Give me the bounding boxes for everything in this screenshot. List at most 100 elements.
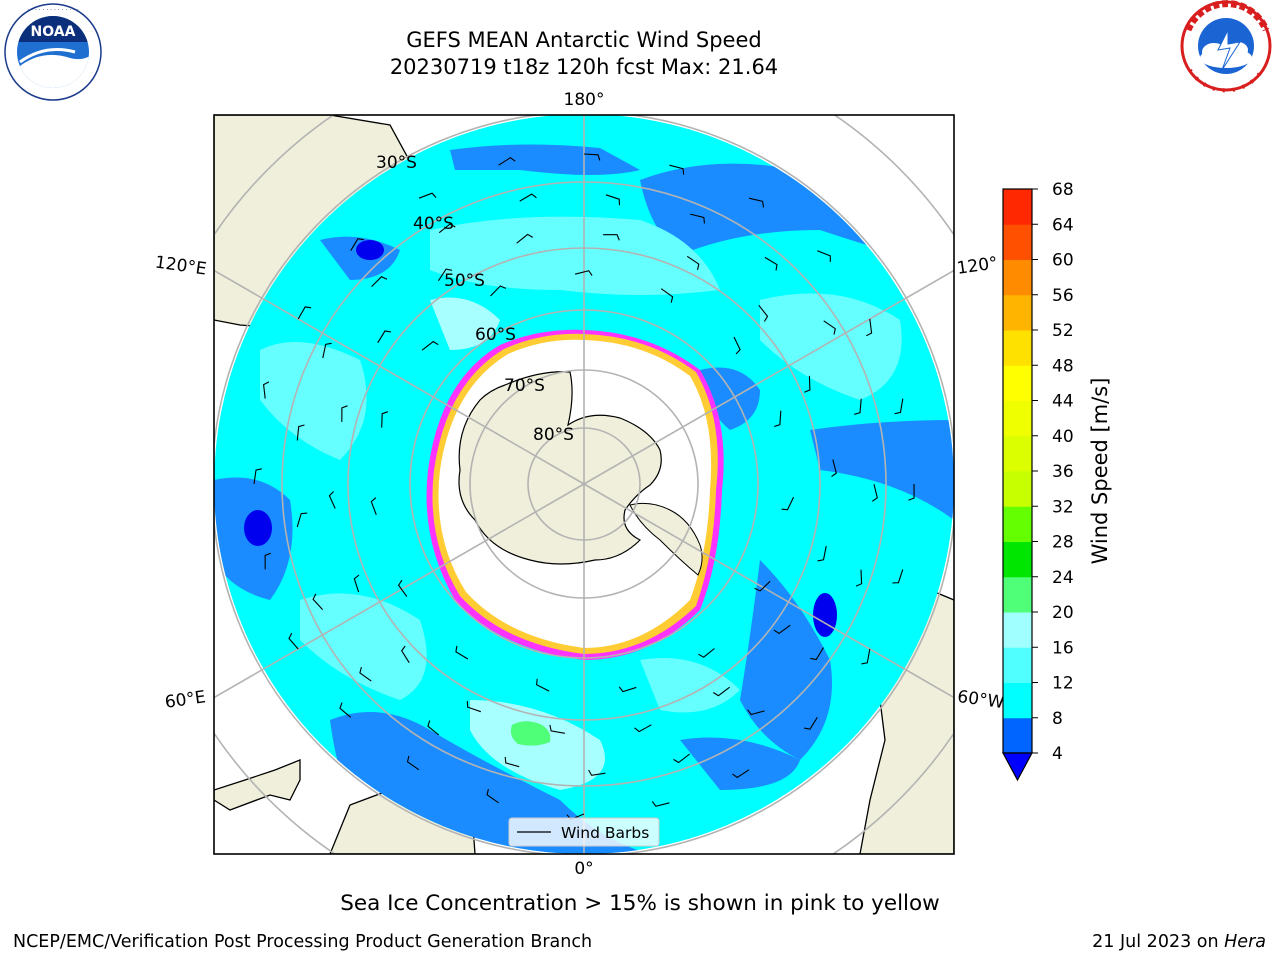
wind-barb [583, 153, 601, 161]
colorbar-tick-label: 52 [1052, 321, 1074, 341]
wind-barbs [253, 153, 915, 820]
lat-label: 30°S [376, 153, 417, 173]
colorbar-tick-label: 68 [1052, 180, 1074, 200]
colorbar-tick-label: 8 [1052, 709, 1063, 729]
nws-logo [1180, 0, 1272, 93]
lat-label: 40°S [413, 214, 454, 234]
wind-barb [817, 545, 827, 562]
wind-barb [536, 678, 550, 692]
footer-date-text: 21 Jul 2023 on [1092, 932, 1225, 952]
wind-barb [418, 192, 437, 199]
wind-barb [669, 164, 685, 175]
colorbar-tick-label: 32 [1052, 497, 1074, 517]
wind-barb [339, 702, 352, 718]
colorbar-segment [1003, 471, 1032, 507]
wind-barb [588, 769, 606, 776]
wind-barb [831, 459, 837, 478]
wind-barb [341, 405, 348, 422]
noaa-logo: NOAA · · · · · · · · · · · · · · [4, 3, 102, 101]
latitude-labels: 30°S 40°S 50°S 60°S 70°S 80°S [376, 153, 574, 445]
wind-barb [747, 709, 765, 716]
wind-barb [774, 410, 782, 428]
footer-machine: Hera [1224, 932, 1266, 952]
wind-barb [866, 318, 873, 337]
colorbar-segment [1003, 647, 1032, 683]
wind-barb [781, 496, 795, 511]
wind-barb [328, 491, 336, 509]
wind-barb [406, 755, 420, 771]
colorbar-title: Wind Speed [m/s] [1088, 378, 1112, 565]
footer-date: 21 Jul 2023 on Hera [1092, 932, 1266, 952]
wind-barb [427, 720, 440, 736]
colorbar-tick-label: 20 [1052, 603, 1074, 623]
wind-barb [359, 666, 372, 682]
wind-barb [764, 256, 778, 271]
wind-barb [381, 411, 389, 428]
colorbar-segment [1003, 400, 1032, 437]
wind-barb [574, 270, 593, 276]
wind-barb [803, 717, 818, 730]
wind-barb [618, 686, 637, 693]
colorbar-tick-label: 60 [1052, 251, 1074, 271]
wind-barb [713, 686, 730, 697]
colorbar-segment [1003, 576, 1032, 613]
wind-barb [603, 234, 620, 241]
wind-barb [312, 593, 324, 610]
footer-credit: NCEP/EMC/Verification Post Processing Pr… [13, 932, 593, 952]
wind-barb [854, 398, 862, 415]
lat-label: 60°S [475, 325, 516, 345]
wind-barb [498, 157, 516, 166]
lat-label: 70°S [504, 376, 545, 396]
wind-barb [296, 512, 308, 528]
colorbar-tick-label: 16 [1052, 638, 1074, 658]
sea-ice-caption: Sea Ice Concentration > 15% is shown in … [340, 891, 940, 916]
wind-barb [686, 255, 700, 271]
colorbar-segment [1003, 717, 1032, 754]
wind-barb [732, 769, 750, 779]
graticule [214, 115, 954, 854]
wind-barb [296, 424, 305, 441]
svg-text:· · · · · · · · · · · · · ·: · · · · · · · · · · · · · · [27, 7, 79, 14]
colorbar-tick-label: 44 [1052, 392, 1074, 412]
legend: Wind Barbs [508, 817, 660, 847]
wind-barb [758, 304, 769, 322]
lon-label: 60°E [164, 687, 207, 712]
wind-barb [855, 569, 863, 587]
wind-barb [353, 574, 360, 593]
wind-barb [651, 801, 670, 807]
colorbar-segment [1003, 541, 1032, 578]
legend-label: Wind Barbs [561, 824, 649, 842]
wind-barb [810, 647, 824, 661]
colorbar-segment [1003, 682, 1032, 719]
wind-barb [370, 497, 377, 515]
wind-barb [894, 398, 904, 415]
colorbar-tick-label: 12 [1052, 674, 1074, 694]
chart-title: GEFS MEAN Antarctic Wind Speed [406, 28, 762, 52]
wind-barb [823, 320, 836, 335]
wind-barb [421, 340, 439, 351]
colorbar-segment [1003, 365, 1032, 401]
wind-barb [748, 197, 765, 208]
wind-barb [605, 194, 621, 206]
colorbar-segment [1003, 259, 1032, 296]
colorbar-tick-label: 28 [1052, 533, 1074, 553]
wind-barb [516, 233, 534, 244]
wind-barb [908, 483, 915, 501]
wind-barb [660, 288, 674, 303]
wind-barb [455, 645, 469, 660]
colorbar-tick-label: 40 [1052, 427, 1074, 447]
wind-barb [397, 579, 408, 597]
lon-label: 120° [956, 253, 999, 279]
wind-barb [698, 648, 715, 658]
wind-barb [466, 701, 481, 713]
wind-barb [804, 375, 811, 393]
wind-barb [437, 268, 453, 282]
wind-barb [401, 645, 410, 663]
lat-label: 80°S [533, 425, 574, 445]
wind-barb [297, 306, 312, 320]
colorbar-segment [1003, 224, 1032, 260]
wind-barb [861, 648, 871, 665]
map-frame [213, 114, 955, 855]
